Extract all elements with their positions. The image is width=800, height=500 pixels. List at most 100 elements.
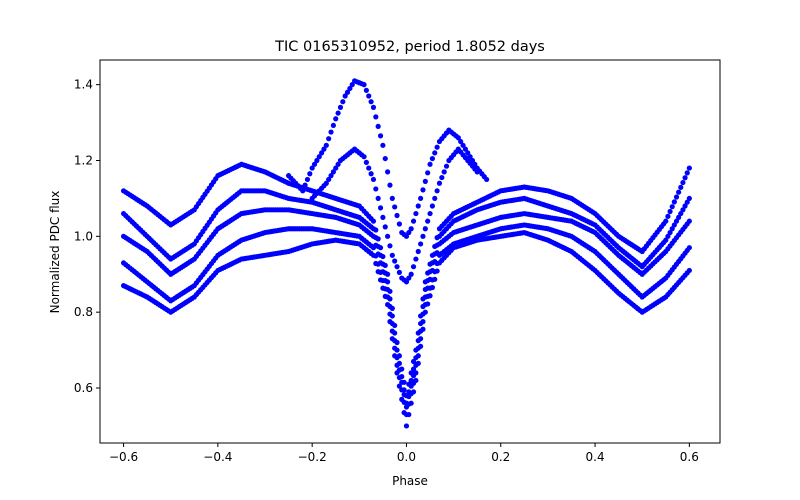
data-point [330, 169, 336, 175]
data-point [413, 377, 419, 384]
data-point [484, 176, 490, 183]
data-point [401, 410, 407, 416]
data-point [413, 370, 419, 376]
data-point [304, 176, 311, 183]
data-point [415, 353, 421, 359]
data-point [682, 175, 688, 181]
data-point [323, 142, 329, 148]
data-point [392, 258, 398, 264]
data-point [663, 218, 669, 224]
data-point [319, 150, 325, 156]
data-point [686, 218, 692, 224]
x-tick-label: −0.6 [109, 450, 138, 464]
data-point [387, 182, 393, 188]
data-point [443, 163, 450, 169]
y-tick-label: 1.4 [74, 78, 93, 92]
data-point [370, 218, 377, 224]
data-point [403, 233, 410, 239]
data-point [342, 93, 348, 99]
data-point [370, 245, 377, 251]
data-point [375, 269, 381, 275]
x-tick-label: −0.2 [298, 450, 327, 464]
data-point [427, 210, 433, 217]
data-point [420, 326, 426, 332]
data-point [361, 82, 367, 88]
data-point [665, 213, 671, 219]
data-point [377, 133, 384, 139]
data-point [415, 248, 421, 255]
data-point [680, 179, 686, 186]
data-point [460, 142, 466, 148]
data-point [410, 264, 417, 270]
data-point [396, 383, 402, 389]
data-point [425, 301, 431, 307]
data-point [686, 165, 692, 171]
data-point [669, 204, 675, 210]
plot-frame [99, 59, 721, 444]
data-point [394, 264, 400, 270]
data-point [429, 284, 435, 291]
data-point [363, 159, 369, 165]
data-point [439, 174, 445, 181]
data-point [300, 188, 306, 194]
data-point [370, 252, 377, 258]
data-point [335, 110, 341, 116]
data-point [333, 165, 339, 171]
data-point [368, 99, 374, 105]
data-point [403, 279, 410, 285]
y-tick-label: 0.8 [74, 305, 93, 319]
data-point [410, 389, 417, 395]
data-point [673, 218, 680, 224]
data-point [380, 214, 386, 220]
data-point [420, 187, 426, 193]
data-point [406, 411, 412, 418]
series-cycle-b [120, 188, 692, 406]
data-point [380, 285, 386, 291]
data-point [368, 171, 374, 177]
data-point [441, 169, 447, 175]
data-point [375, 195, 381, 202]
data-point [684, 199, 690, 205]
data-point [311, 161, 318, 167]
data-point [436, 180, 443, 186]
data-point [462, 146, 468, 152]
data-point [396, 374, 402, 381]
data-point [399, 387, 405, 393]
data-point [385, 301, 391, 308]
data-point [415, 360, 421, 366]
data-point [382, 224, 388, 230]
data-point [418, 343, 424, 349]
data-point [309, 165, 315, 171]
data-point [392, 353, 398, 359]
data-point [684, 170, 690, 176]
data-point [410, 366, 417, 372]
data-point [678, 210, 684, 217]
data-point [347, 85, 353, 92]
data-point [420, 233, 426, 239]
data-point [361, 154, 367, 160]
data-point [321, 146, 327, 152]
y-axis-label: Normalized PDC flux [48, 191, 62, 314]
data-point [370, 233, 377, 239]
data-point [427, 161, 433, 167]
data-point [394, 362, 400, 368]
data-point [410, 218, 417, 224]
data-point [382, 155, 388, 162]
data-point [377, 277, 384, 283]
data-point [396, 269, 402, 275]
x-axis-ticks: −0.6 −0.4 −0.2 0.0 0.2 0.4 0.6 [109, 443, 699, 464]
x-tick-label: 0.4 [586, 450, 605, 464]
data-point [432, 195, 438, 202]
data-point [422, 226, 428, 232]
series-flare-cycle [285, 78, 490, 239]
data-point [432, 150, 438, 156]
data-point [676, 214, 682, 220]
data-point [307, 171, 313, 177]
x-tick-label: −0.4 [203, 450, 232, 464]
data-point [458, 138, 464, 145]
data-point [314, 157, 320, 164]
data-point [667, 208, 673, 215]
data-point [682, 203, 688, 209]
